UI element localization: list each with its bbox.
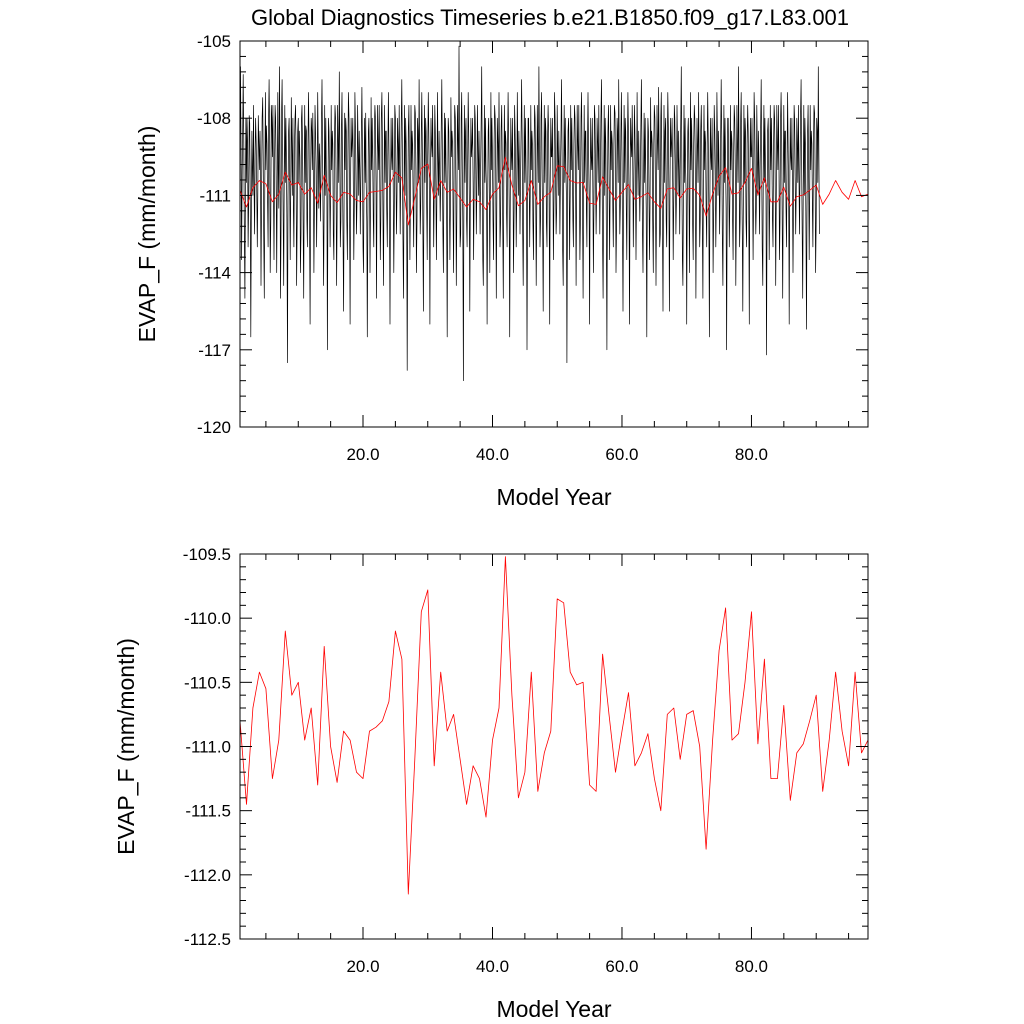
bottom-panel: -112.5 -112.0 -111.5 -111.0 -110.5 -110.0 -109… xyxy=(113,545,869,1022)
x-tick-label: 40.0 xyxy=(476,957,509,976)
y-tick-label: -108 xyxy=(197,109,231,128)
y-tick-label: -120 xyxy=(197,418,231,437)
y-tick-label: -110.5 xyxy=(184,673,231,692)
x-tick-label: 20.0 xyxy=(346,957,379,976)
x-tick-label: 40.0 xyxy=(476,445,509,464)
x-tick-label: 80.0 xyxy=(735,445,768,464)
y-axis-label: EVAP_F (mm/month) xyxy=(113,638,139,855)
y-tick-label: -111 xyxy=(199,186,231,205)
y-tick-label: -114 xyxy=(198,264,231,283)
y-tick-label: -112.5 xyxy=(184,930,231,949)
plot-frame xyxy=(239,553,869,940)
y-tick-label: -111.5 xyxy=(185,802,231,821)
y-tick-label: -117 xyxy=(198,341,231,360)
y-tick-label: -110.0 xyxy=(184,609,231,628)
plot-frame xyxy=(239,40,869,428)
x-tick-label: 60.0 xyxy=(605,957,638,976)
annual-series-line xyxy=(239,556,869,895)
monthly-series-line xyxy=(239,45,820,382)
x-tick-label: 20.0 xyxy=(346,445,379,464)
x-axis-label: Model Year xyxy=(496,484,611,510)
annual-series-line xyxy=(239,156,869,226)
y-tick-label: -112.0 xyxy=(184,866,231,885)
chart-title: Global Diagnostics Timeseries b.e21.B185… xyxy=(251,5,849,30)
y-tick-label: -105 xyxy=(197,32,231,51)
top-panel: -120 -117 -114 -111 -108 -105 20.0 40.0 60.0 80.0… xyxy=(134,32,869,510)
x-axis-label: Model Year xyxy=(496,996,611,1022)
x-tick-label: 60.0 xyxy=(605,445,638,464)
y-axis-label: EVAP_F (mm/month) xyxy=(134,126,160,343)
y-tick-label: -111.0 xyxy=(185,738,231,757)
x-tick-label: 80.0 xyxy=(735,957,768,976)
y-tick-label: -109.5 xyxy=(183,545,231,564)
